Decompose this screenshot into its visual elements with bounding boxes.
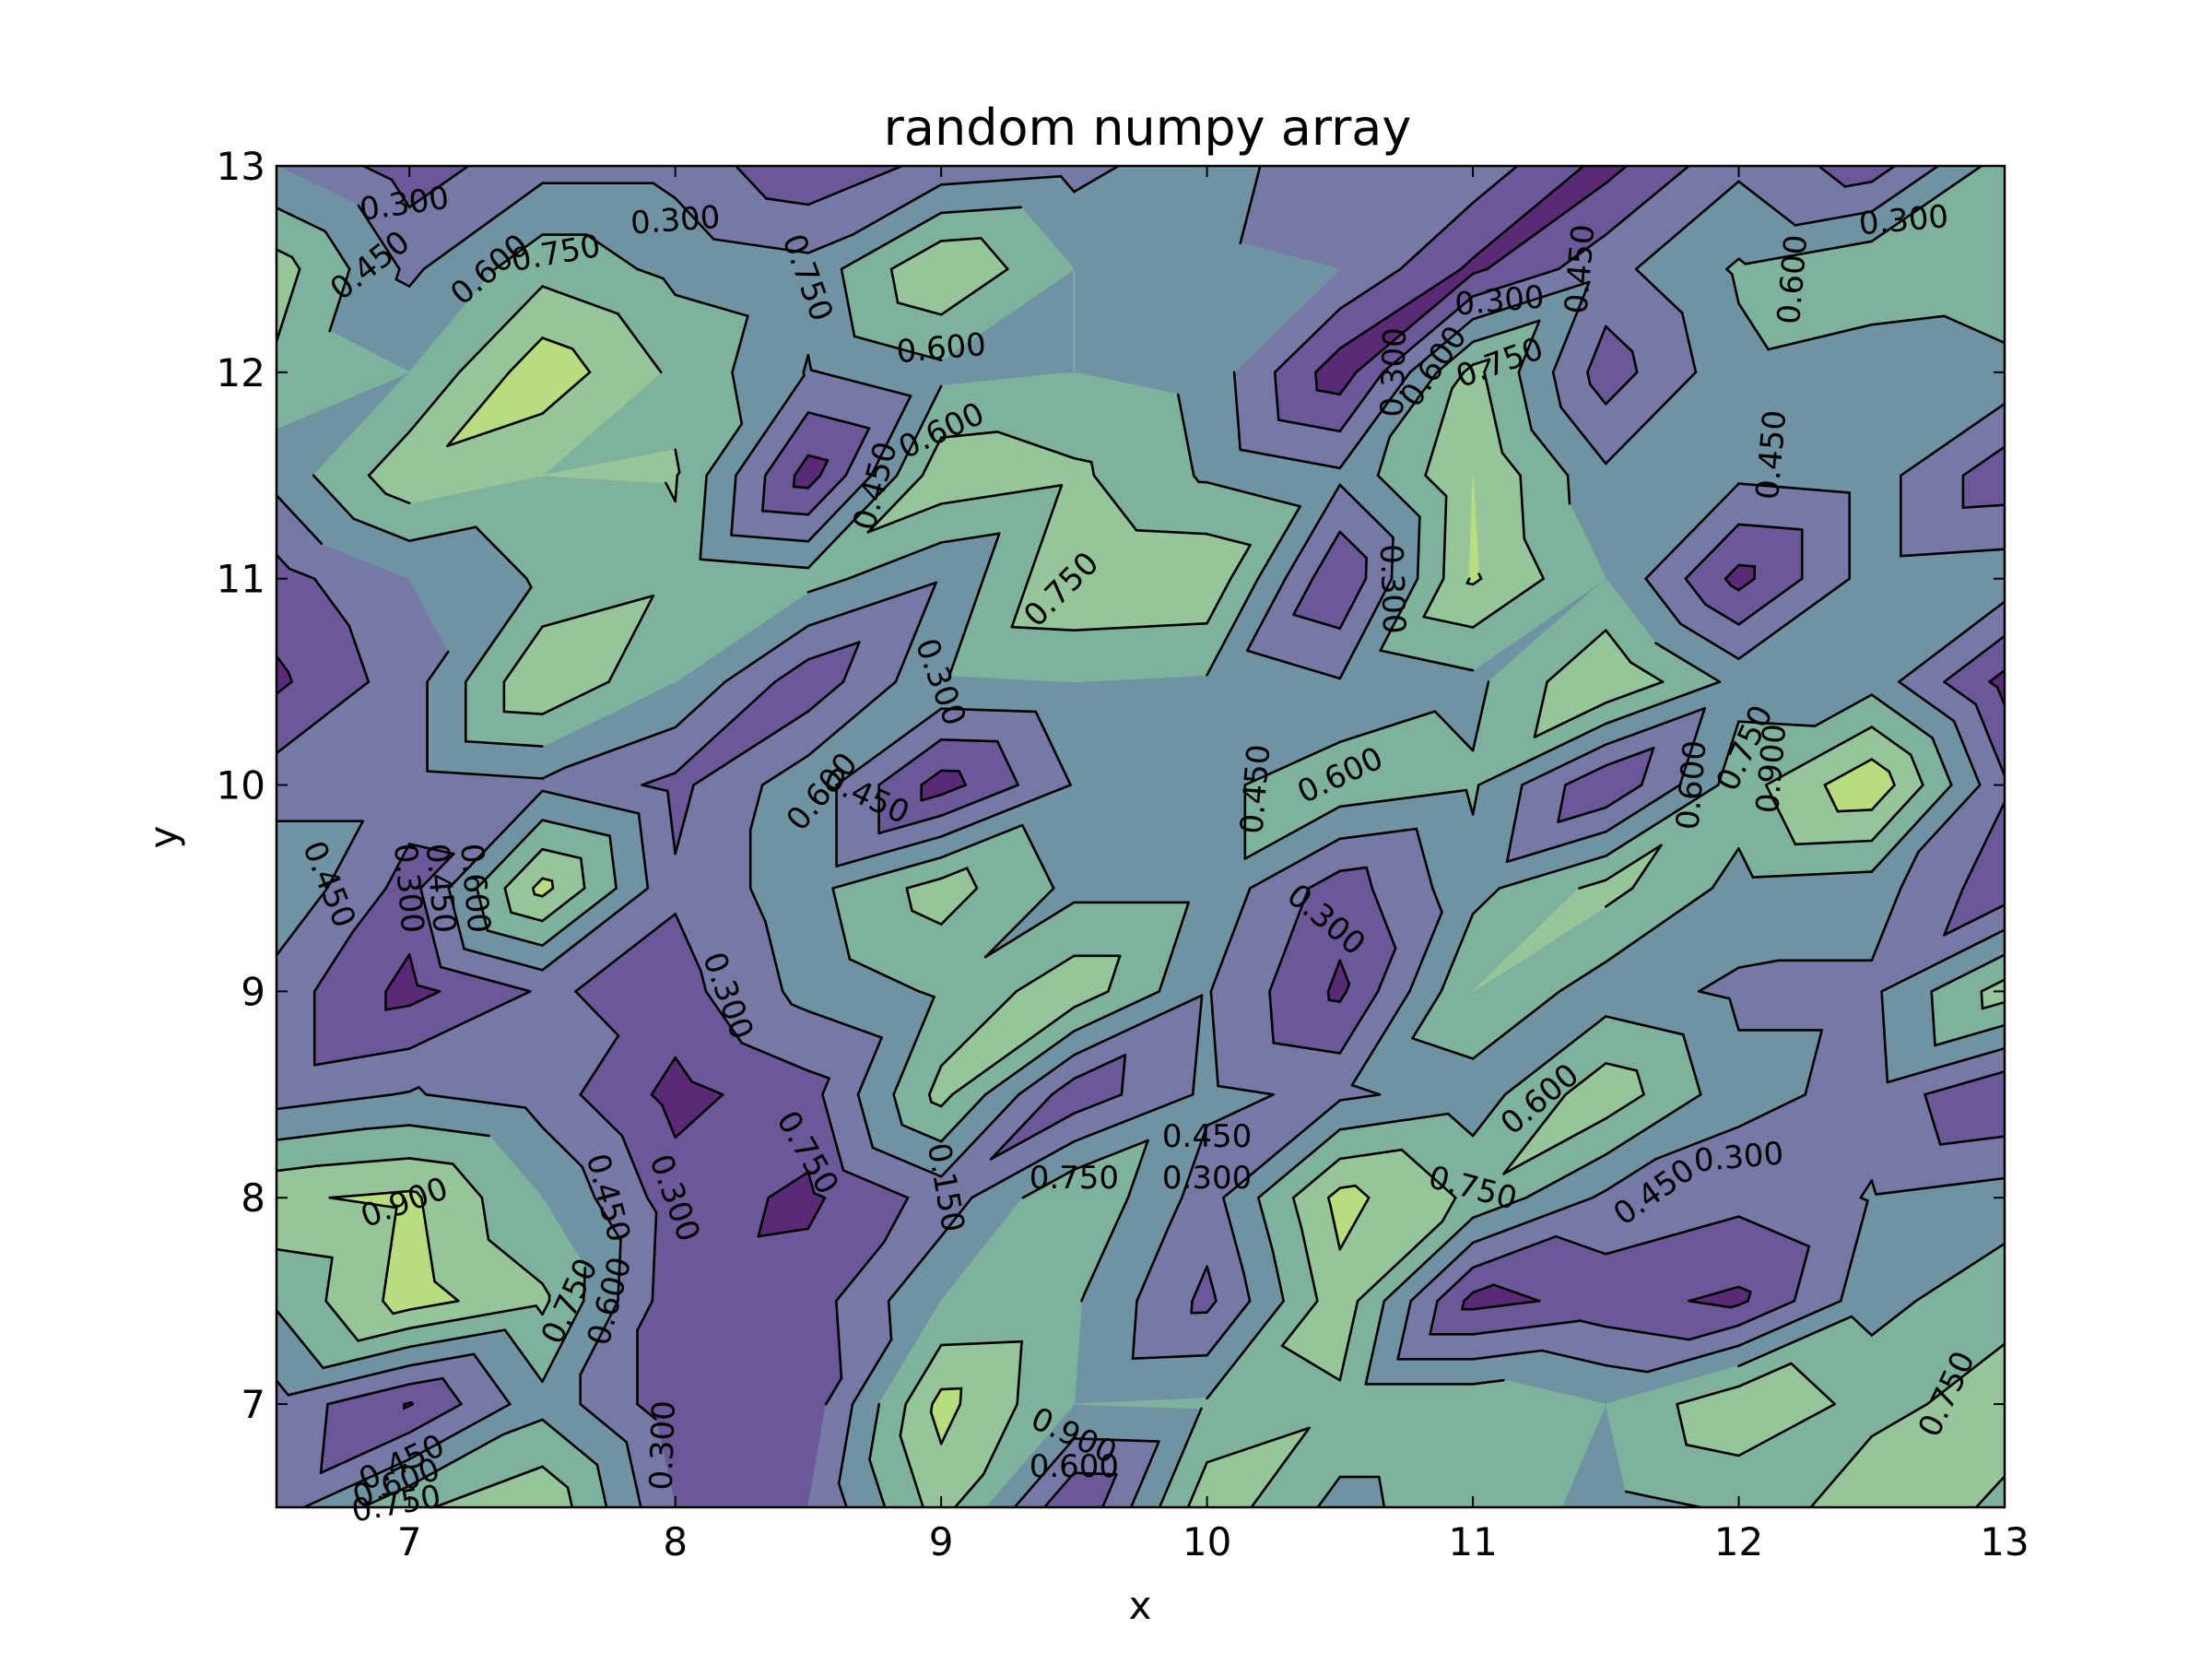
contour-label: 0.300 (1857, 198, 1949, 242)
contour-label-text: 0.450 (1749, 408, 1794, 501)
x-tick-label: 13 (1980, 1519, 2029, 1564)
contour-label-text: 0.600 (1030, 1448, 1119, 1485)
contour-label: 0.600 (1771, 233, 1815, 325)
contour-line-segment (931, 1404, 932, 1412)
contour-label-text: 0.450 (1162, 1118, 1252, 1155)
contour-label: 0.450 (1558, 223, 1602, 315)
contour-line-segment (941, 1388, 961, 1389)
contour-fill-patch (543, 166, 676, 183)
chart-title: random numpy array (884, 99, 1412, 157)
x-tick-label: 9 (929, 1519, 954, 1564)
contour-line-segment (1328, 991, 1329, 999)
contour-label: 0.600 (453, 842, 497, 934)
contour-line-segment (1192, 1313, 1207, 1314)
contour-label: 0.300 (1692, 1135, 1784, 1179)
contour-label: 0.600 (895, 326, 987, 371)
contour-label: 0.600 (1669, 738, 1713, 831)
contour-label-text: 0.600 (1669, 738, 1713, 831)
contour-label-text: 0.600 (1771, 233, 1815, 325)
y-tick-label: 11 (217, 557, 265, 602)
contour-label: 0.450 (1749, 408, 1794, 501)
contour-label-text: 0.900 (1749, 722, 1794, 814)
x-tick-label: 7 (397, 1519, 422, 1564)
contour-label: 0.300 (643, 1399, 683, 1491)
contour-label: 0.600 (1030, 1448, 1119, 1485)
contour-line-segment (1739, 565, 1755, 566)
contour-fill-patch (1074, 889, 1206, 903)
contour-label-text: 0.300 (643, 1399, 683, 1491)
contour-label: 0.300 (629, 199, 722, 242)
y-tick-label: 9 (241, 969, 265, 1014)
contour-line-segment (1192, 1301, 1193, 1313)
x-tick-label: 10 (1182, 1519, 1231, 1564)
contour-label-text: 0.300 (1372, 544, 1412, 635)
contour-label: 0.450 (1162, 1118, 1252, 1155)
contour-label: 0.750 (1030, 1160, 1119, 1197)
contour-line-segment (1982, 991, 1983, 1009)
y-tick-label: 10 (217, 763, 265, 808)
y-tick-label: 12 (217, 350, 265, 395)
contour-label: 0.300 (1162, 1160, 1252, 1197)
x-tick-label: 12 (1714, 1519, 1763, 1564)
contour-fill-patch (1850, 476, 1872, 579)
contour-line-segment (794, 487, 808, 488)
contour-label-text: 0.300 (1453, 278, 1546, 323)
contour-line-segment (1838, 809, 1872, 811)
contour-line-segment (941, 771, 959, 772)
y-axis-label: y (141, 826, 186, 849)
y-tick-label: 8 (241, 1175, 265, 1221)
contour-label-text: 0.600 (895, 326, 987, 371)
contour-label: 0.450 (1233, 743, 1277, 835)
contour-label-text: 0.750 (1030, 1160, 1119, 1197)
contour-fill-patch (409, 682, 427, 785)
contour-label-text: 0.300 (1162, 1160, 1252, 1197)
contour-line-segment (1315, 372, 1317, 390)
contour-label-text: 0.300 (629, 199, 722, 242)
contour-label-text: 0.450 (1233, 743, 1277, 835)
y-tick-label: 13 (217, 144, 265, 189)
contour-label-text: 0.300 (1857, 198, 1949, 242)
contour-label: 0.900 (1749, 722, 1794, 814)
contour-label-text: 0.450 (1558, 223, 1602, 315)
x-axis-label: x (1129, 1583, 1152, 1628)
contour-label-text: 0.600 (453, 842, 497, 934)
contour-line-segment (960, 1388, 961, 1404)
y-tick-label: 7 (241, 1382, 265, 1427)
x-tick-label: 8 (663, 1519, 688, 1564)
x-tick-label: 11 (1448, 1519, 1497, 1564)
contour-label: 0.300 (1372, 544, 1412, 635)
contour-label: 0.300 (1453, 278, 1546, 323)
contour-label-text: 0.300 (1692, 1135, 1784, 1179)
contour-line-segment (1366, 558, 1367, 578)
